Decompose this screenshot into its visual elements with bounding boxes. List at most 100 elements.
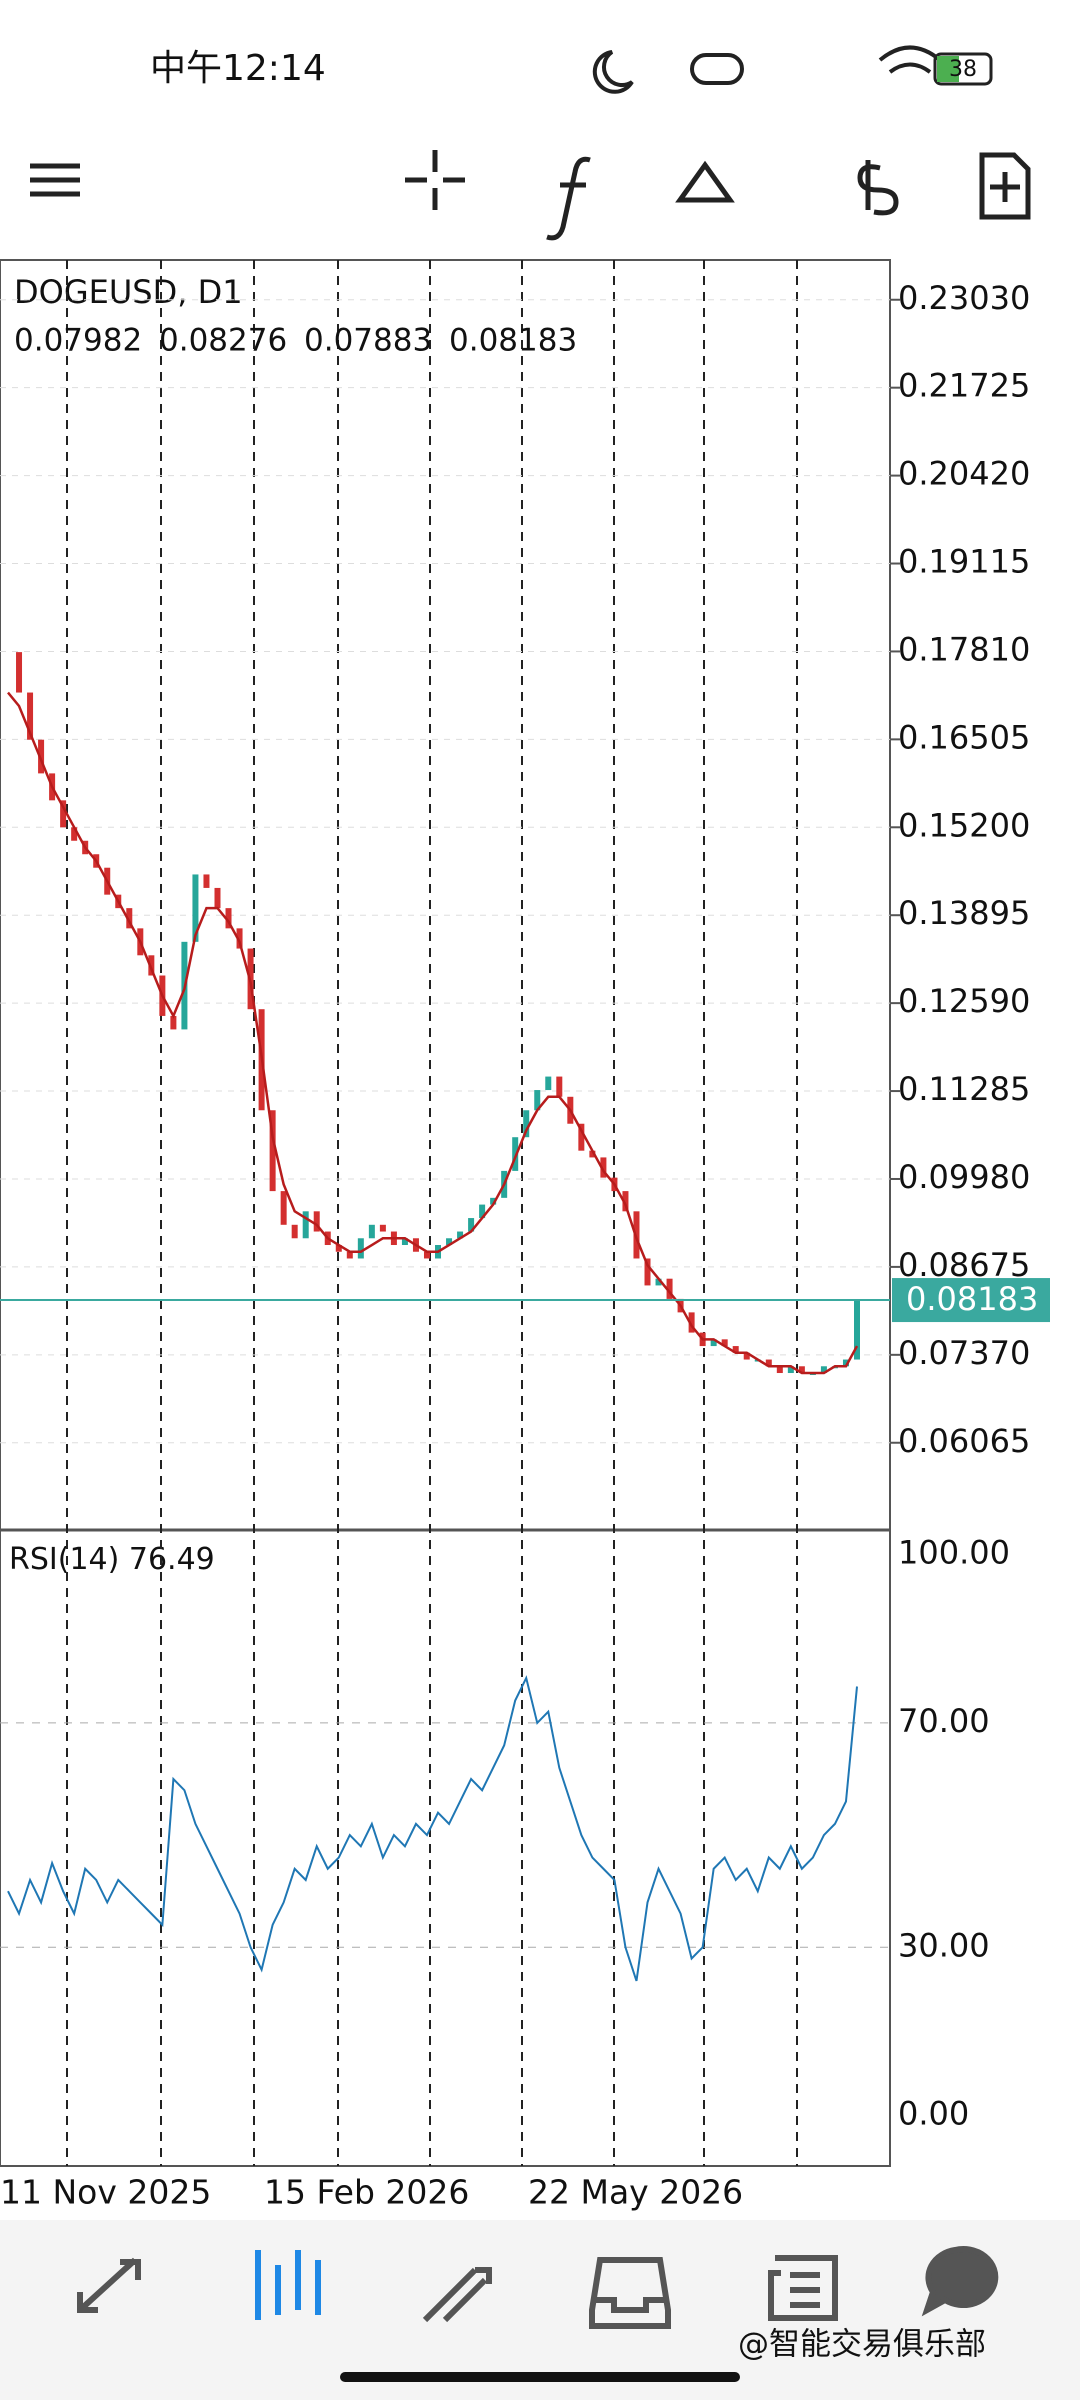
candle xyxy=(589,1150,596,1158)
ohlc-value: 0.07982 xyxy=(14,323,142,359)
y-tick-label: 0.23030 xyxy=(898,279,1030,317)
y-tick-label: 0.21725 xyxy=(898,367,1030,405)
candle xyxy=(313,1211,320,1232)
candle xyxy=(280,1191,287,1225)
status-time: 中午12:14 xyxy=(150,48,326,89)
candle xyxy=(346,1251,353,1259)
candle xyxy=(710,1339,717,1347)
nav-chart xyxy=(255,2250,321,2320)
y-tick-label: 0.12590 xyxy=(898,982,1030,1020)
candle xyxy=(776,1366,783,1374)
candle xyxy=(534,1090,541,1111)
candle xyxy=(203,874,210,888)
candle xyxy=(798,1366,805,1374)
home-indicator xyxy=(340,2372,740,2382)
candle xyxy=(600,1157,607,1178)
candle xyxy=(236,928,243,949)
candle xyxy=(622,1191,629,1212)
candle xyxy=(479,1204,486,1219)
candle xyxy=(468,1218,475,1232)
y-tick-label: 0.07370 xyxy=(898,1334,1030,1372)
rsi-title: RSI(14) 76.49 xyxy=(9,1542,215,1577)
y-tick-label: 0.15200 xyxy=(898,806,1030,844)
candle xyxy=(688,1312,695,1333)
candle xyxy=(335,1245,342,1252)
y-tick-label: 0.09980 xyxy=(898,1158,1030,1196)
ohlc-value: 0.08183 xyxy=(449,323,577,359)
candle xyxy=(368,1224,375,1239)
nav-trade xyxy=(422,2267,492,2323)
toolbar[interactable] xyxy=(30,150,1031,241)
price-tag-label: 0.08183 xyxy=(906,1280,1038,1318)
candle xyxy=(512,1137,519,1171)
watermark: @智能交易俱乐部 xyxy=(738,2327,986,2363)
candle xyxy=(732,1346,739,1353)
chart-frame xyxy=(0,259,891,2167)
candle xyxy=(655,1278,662,1286)
candle xyxy=(765,1359,772,1367)
candle xyxy=(401,1238,408,1246)
candle xyxy=(423,1251,430,1259)
candle xyxy=(787,1366,794,1374)
y-tick-label: 0.13895 xyxy=(898,894,1030,932)
y-tick-label: 0.00 xyxy=(898,2095,969,2133)
nav-chat xyxy=(921,2246,999,2317)
ohlc-value: 0.07883 xyxy=(304,323,432,359)
candle xyxy=(291,1224,298,1239)
y-tick-label: 0.06065 xyxy=(898,1422,1030,1460)
ohlc-value: 0.08276 xyxy=(159,323,287,359)
y-tick-label: 0.11285 xyxy=(898,1070,1030,1108)
rsi-name: RSI(14) xyxy=(9,1542,119,1577)
candle xyxy=(71,827,78,841)
battery xyxy=(933,52,993,86)
status-icons xyxy=(592,45,942,94)
y-tick-label: 0.08675 xyxy=(898,1246,1030,1284)
candle xyxy=(490,1197,497,1205)
y-tick-label: 0.19115 xyxy=(898,543,1030,581)
candle xyxy=(842,1359,849,1367)
candle xyxy=(225,908,232,929)
x-label: 11 Nov 2025 xyxy=(0,2173,211,2212)
candle xyxy=(666,1278,673,1299)
rsi-last: 76.49 xyxy=(129,1542,215,1577)
candle xyxy=(556,1076,563,1097)
candle xyxy=(545,1076,552,1091)
nav-icons[interactable] xyxy=(77,2246,999,2329)
candle xyxy=(60,800,67,828)
moving-average xyxy=(7,691,859,1375)
candle xyxy=(16,652,23,693)
nav-quotes xyxy=(77,2257,141,2313)
nav-history xyxy=(589,2257,671,2329)
price-tag xyxy=(892,1278,1050,1323)
candle xyxy=(269,1110,276,1192)
candle xyxy=(743,1352,750,1360)
candle xyxy=(192,874,199,942)
battery-text: 38 xyxy=(949,57,977,82)
candle xyxy=(854,1300,860,1360)
candle xyxy=(170,1015,177,1030)
candle xyxy=(214,887,221,909)
rsi-line xyxy=(7,1675,858,1982)
candle xyxy=(302,1211,309,1239)
y-tick-label: 70.00 xyxy=(898,1702,990,1740)
candle xyxy=(126,908,133,929)
y-tick-label: 0.20420 xyxy=(898,455,1030,493)
y-tick-label: 0.17810 xyxy=(898,630,1030,668)
x-label: 15 Feb 2026 xyxy=(264,2173,469,2212)
nav-news xyxy=(768,2255,838,2321)
bottom-nav xyxy=(0,2220,1080,2400)
symbol-title: DOGEUSD, D1 xyxy=(14,273,243,311)
y-tick-label: 30.00 xyxy=(898,1926,990,1964)
candle xyxy=(379,1224,386,1232)
candle xyxy=(578,1123,585,1151)
y-tick-label: 0.16505 xyxy=(898,718,1030,756)
battery-level xyxy=(937,56,959,82)
candle xyxy=(457,1231,464,1239)
x-label: 22 May 2026 xyxy=(528,2173,743,2212)
y-tick-label: 100.00 xyxy=(898,1534,1010,1572)
candle xyxy=(523,1110,530,1138)
candle xyxy=(38,739,45,774)
candle xyxy=(148,955,155,976)
